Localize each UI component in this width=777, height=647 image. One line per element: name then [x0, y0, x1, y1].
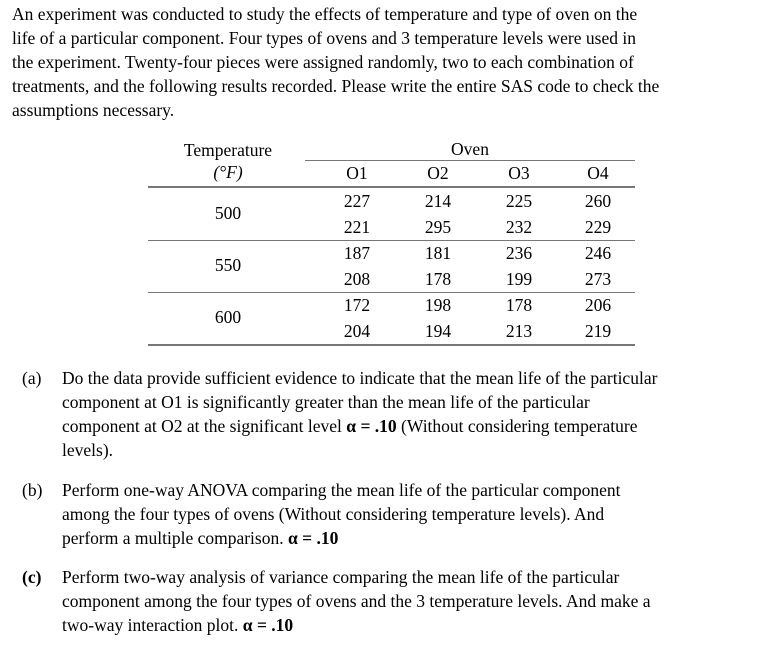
question-line: perform a multiple comparison. α = .10 — [62, 526, 338, 550]
table-cell: 194 — [424, 321, 452, 341]
question-line: component among the four types of ovens … — [62, 591, 651, 611]
table-cell: 208 — [343, 269, 371, 289]
oven-header: Oven — [451, 139, 489, 159]
table-cell: 213 — [505, 321, 533, 341]
table-cell: 181 — [424, 243, 452, 263]
question-label: (c) — [22, 567, 42, 587]
table-cell: 229 — [584, 217, 612, 237]
intro-line: treatments, and the following results re… — [12, 76, 660, 96]
oven-underline — [305, 160, 635, 161]
temperature-level: 600 — [214, 307, 242, 327]
text: two-way interaction plot. — [62, 615, 243, 635]
temperature-level: 550 — [214, 255, 242, 275]
question-line: levels). — [62, 440, 114, 460]
question-line: among the four types of ovens (Without c… — [62, 504, 605, 524]
question-line: component at O2 at the significant level… — [62, 414, 638, 438]
table-cell: 219 — [584, 321, 612, 341]
column-header: O2 — [427, 163, 449, 183]
intro-line: life of a particular component. Four typ… — [12, 28, 636, 48]
group-rule — [148, 240, 635, 241]
table-cell: 206 — [584, 295, 612, 315]
question-line: Perform one-way ANOVA comparing the mean… — [62, 480, 621, 500]
table-cell: 172 — [343, 295, 371, 315]
question-line: Do the data provide sufficient evidence … — [62, 368, 658, 388]
table-cell: 225 — [505, 191, 533, 211]
table-cell: 295 — [424, 217, 452, 237]
intro-line: the experiment. Twenty-four pieces were … — [12, 52, 634, 72]
text: component at O2 at the significant level — [62, 416, 347, 436]
question-label: (b) — [22, 480, 43, 500]
column-header: O3 — [508, 163, 530, 183]
table-cell: 236 — [505, 243, 533, 263]
text: perform a multiple comparison. — [62, 528, 288, 548]
alpha-value: α = .10 — [346, 416, 397, 436]
table-cell: 198 — [424, 295, 452, 315]
table-cell: 178 — [505, 295, 533, 315]
alpha-value: α = .10 — [242, 615, 294, 635]
header-rule — [148, 186, 635, 188]
table-cell: 232 — [505, 217, 533, 237]
table-cell: 273 — [584, 269, 612, 289]
table-cell: 204 — [343, 321, 371, 341]
group-rule — [148, 344, 635, 346]
question-line: Perform two-way analysis of variance com… — [62, 567, 620, 587]
temperature-header: Temperature — [183, 140, 273, 160]
table-cell: 246 — [584, 243, 612, 263]
text: (Without considering temperature — [396, 416, 638, 436]
column-header: O1 — [346, 163, 368, 183]
question-line: component at O1 is significantly greater… — [62, 392, 590, 412]
alpha-value: α = .10 — [287, 528, 339, 548]
intro-line: assumptions necessary. — [12, 100, 175, 120]
temperature-level: 500 — [214, 203, 242, 223]
question-line: two-way interaction plot. α = .10 — [62, 613, 293, 637]
table-cell: 227 — [343, 191, 371, 211]
intro-line: An experiment was conducted to study the… — [12, 4, 638, 24]
table-cell: 199 — [505, 269, 533, 289]
table-cell: 178 — [424, 269, 452, 289]
group-rule — [148, 292, 635, 293]
column-header: O4 — [587, 163, 609, 183]
temperature-unit: (°F) — [213, 162, 243, 182]
question-label: (a) — [22, 368, 42, 388]
table-cell: 221 — [343, 217, 371, 237]
table-cell: 260 — [584, 191, 612, 211]
table-cell: 187 — [343, 243, 371, 263]
table-cell: 214 — [424, 191, 452, 211]
